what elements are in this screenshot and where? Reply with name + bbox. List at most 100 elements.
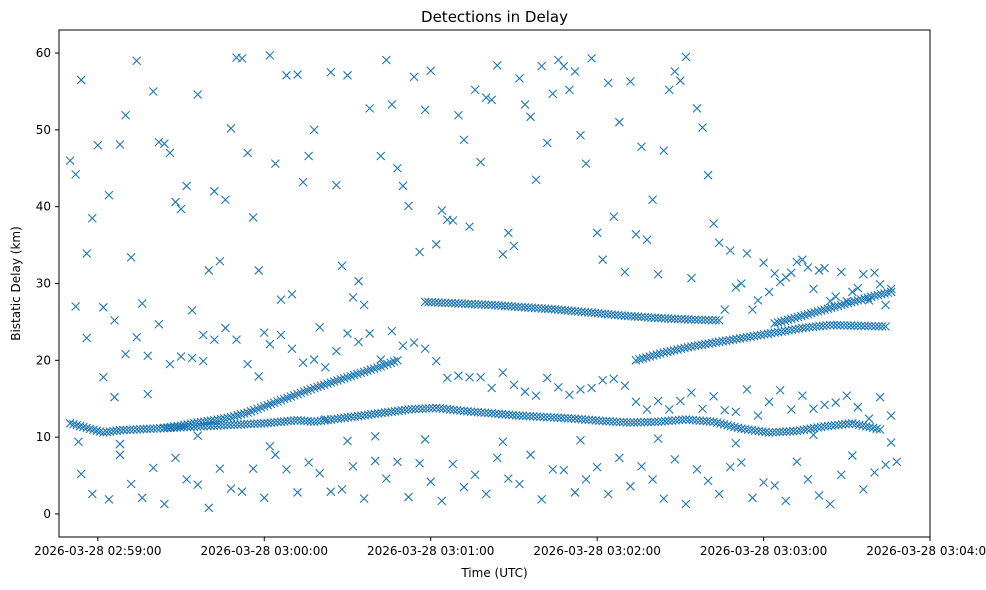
- data-point: [622, 417, 632, 427]
- data-point: [707, 338, 717, 348]
- data-point: [718, 336, 728, 346]
- data-point: [788, 426, 798, 436]
- data-point: [437, 206, 447, 215]
- data-point: [875, 392, 885, 402]
- data-point: [193, 90, 203, 99]
- data-point: [104, 494, 114, 504]
- data-point: [256, 419, 266, 428]
- data-point: [614, 453, 624, 463]
- data-point: [832, 320, 842, 330]
- data-point: [420, 105, 430, 115]
- data-point: [503, 228, 513, 238]
- data-point: [749, 331, 759, 341]
- data-point: [309, 125, 319, 135]
- data-point: [343, 372, 352, 382]
- data-point: [733, 423, 743, 433]
- data-point: [576, 130, 585, 140]
- data-point: [376, 355, 386, 364]
- data-points: [65, 50, 902, 513]
- data-point: [349, 370, 359, 380]
- data-point: [549, 413, 559, 422]
- data-point: [72, 420, 82, 430]
- data-point: [639, 417, 649, 427]
- data-point: [407, 404, 417, 414]
- x-tick-label: 2026-03-28 03:01:00: [367, 544, 494, 558]
- data-point: [875, 279, 885, 289]
- data-point: [829, 320, 838, 330]
- data-point: [609, 374, 619, 384]
- data-point: [753, 296, 763, 305]
- data-point: [825, 499, 835, 509]
- data-point: [323, 379, 332, 389]
- data-point: [714, 489, 724, 499]
- data-point: [85, 424, 95, 434]
- data-point: [653, 417, 663, 427]
- data-point: [162, 423, 172, 433]
- data-point: [270, 450, 280, 460]
- data-point: [814, 266, 824, 275]
- data-point: [598, 375, 608, 385]
- data-point: [683, 315, 693, 324]
- data-point: [700, 339, 710, 349]
- data-point: [526, 112, 535, 122]
- data-point: [533, 303, 543, 313]
- data-point: [165, 148, 175, 158]
- data-point: [420, 297, 430, 307]
- data-point: [509, 380, 519, 390]
- data-point: [642, 235, 652, 245]
- data-point: [212, 421, 222, 430]
- plot-background: [59, 30, 930, 537]
- data-point: [142, 424, 152, 434]
- x-axis: 2026-03-28 02:59:00 2026-03-28 03:00:00 20…: [34, 537, 986, 558]
- data-point: [853, 402, 863, 412]
- data-point: [702, 416, 712, 426]
- data-point: [581, 474, 591, 484]
- data-point: [531, 175, 541, 185]
- data-point: [577, 414, 587, 424]
- data-point: [803, 309, 813, 319]
- data-point: [836, 470, 846, 480]
- data-point: [856, 295, 866, 304]
- data-point: [853, 283, 863, 293]
- data-point: [714, 238, 724, 248]
- data-point: [447, 298, 457, 308]
- data-point: [836, 267, 846, 277]
- data-point: [796, 311, 806, 321]
- data-point: [687, 315, 696, 324]
- data-point: [239, 409, 249, 418]
- data-point: [825, 320, 835, 330]
- data-point: [565, 85, 574, 95]
- data-point: [865, 422, 875, 432]
- data-point: [442, 404, 452, 414]
- data-point: [859, 269, 868, 279]
- data-point: [326, 487, 336, 497]
- data-point: [548, 89, 558, 99]
- data-point: [182, 422, 192, 432]
- data-point: [95, 427, 105, 436]
- data-point: [553, 382, 563, 392]
- data-point: [592, 462, 602, 472]
- data-point: [457, 299, 467, 309]
- data-point: [847, 418, 857, 428]
- data-point: [215, 256, 225, 266]
- data-point: [535, 412, 545, 422]
- data-point: [154, 319, 164, 329]
- data-point: [632, 417, 642, 427]
- data-point: [801, 323, 811, 333]
- data-point: [773, 318, 783, 327]
- data-point: [800, 310, 810, 320]
- data-point: [723, 420, 732, 430]
- data-point: [681, 52, 691, 62]
- data-point: [431, 239, 441, 249]
- data-point: [846, 321, 856, 330]
- data-point: [798, 391, 807, 401]
- data-point: [470, 299, 480, 309]
- data-point: [222, 420, 232, 430]
- data-point: [530, 303, 540, 313]
- data-point: [404, 405, 413, 414]
- data-point: [438, 404, 448, 414]
- data-point: [121, 349, 130, 359]
- data-point: [216, 421, 226, 430]
- data-point: [229, 411, 239, 421]
- data-point: [587, 415, 597, 425]
